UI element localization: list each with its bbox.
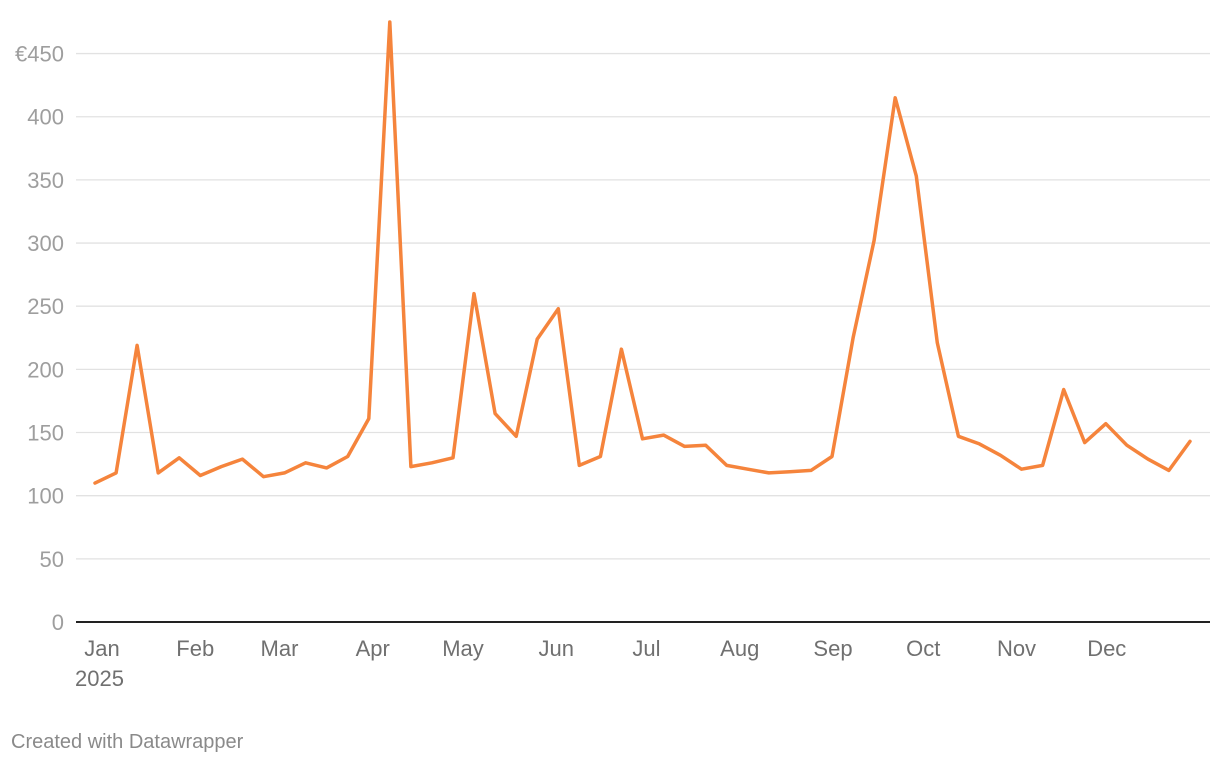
y-tick-label: 100 — [27, 484, 64, 509]
datawrapper-credit: Created with Datawrapper — [11, 731, 244, 753]
x-tick-label: Jun — [539, 636, 574, 661]
y-tick-label: 300 — [27, 231, 64, 256]
y-tick-label: 0 — [52, 610, 64, 635]
gridlines — [76, 52, 1210, 623]
x-tick-label: Jan — [84, 636, 119, 661]
series-lines — [93, 20, 1192, 485]
x-tick-label: Apr — [356, 636, 390, 661]
x-axis-tick-labels: Jan Feb Mar Apr May Jun Jul Aug Sep Oct Nov Dec 2025 — [75, 636, 1126, 691]
x-tick-label: May — [442, 636, 484, 661]
x-tick-label: Mar — [261, 636, 299, 661]
x-tick-label: Aug — [720, 636, 759, 661]
x-tick-year-label: 2025 — [75, 666, 124, 691]
x-tick-label: Jul — [632, 636, 660, 661]
x-tick-label: Feb — [176, 636, 214, 661]
y-tick-label: 250 — [27, 294, 64, 319]
y-tick-label: 200 — [27, 357, 64, 382]
y-tick-label: 50 — [40, 547, 64, 572]
y-tick-label: 400 — [27, 105, 64, 130]
y-tick-label: 350 — [27, 168, 64, 193]
x-tick-label: Nov — [997, 636, 1036, 661]
x-tick-label: Dec — [1087, 636, 1126, 661]
y-axis-tick-labels: 0 50 100 150 200 250 300 350 400 €450 — [15, 42, 64, 635]
series-line-0 — [93, 20, 1192, 485]
y-tick-label: €450 — [15, 42, 64, 67]
y-tick-label: 150 — [27, 421, 64, 446]
x-tick-label: Sep — [813, 636, 852, 661]
x-tick-label: Oct — [906, 636, 940, 661]
